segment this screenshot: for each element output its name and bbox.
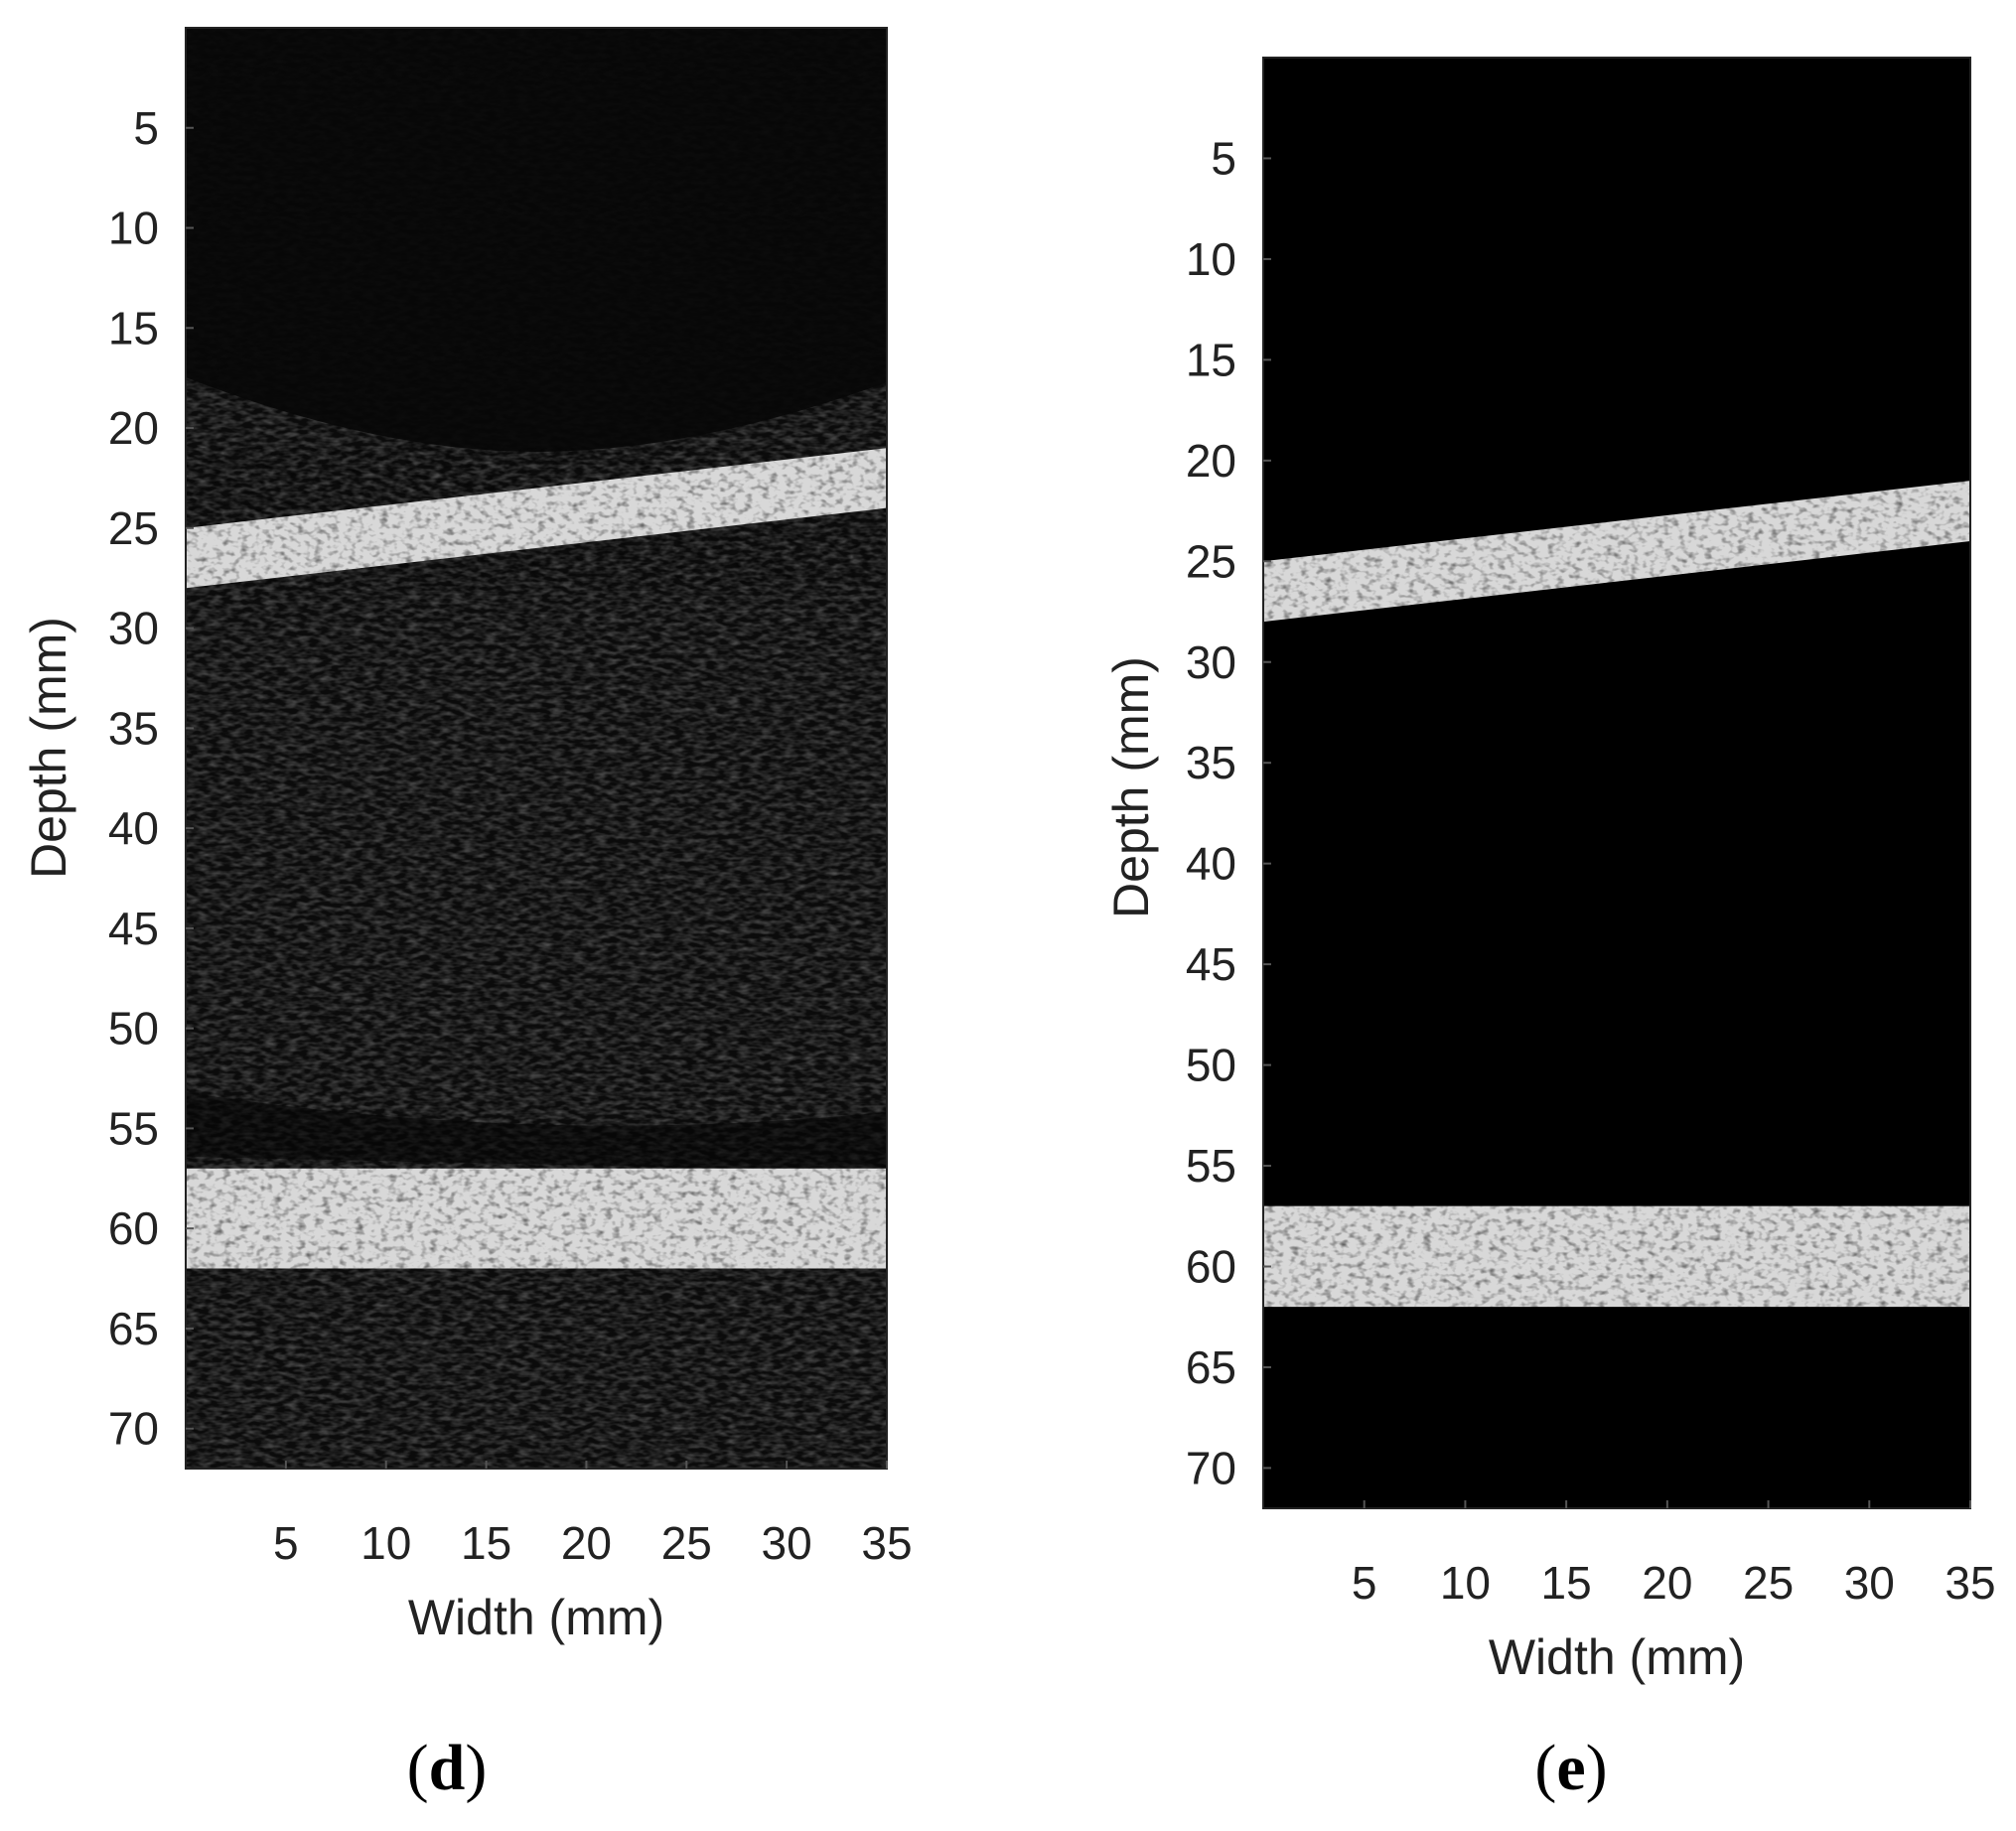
y-tick-label: 15: [108, 302, 159, 353]
dark-gap: [186, 1092, 887, 1172]
y-tick-label: 30: [1186, 636, 1236, 688]
y-tick-label: 60: [1186, 1241, 1236, 1293]
y-tick-label: 40: [108, 802, 159, 854]
x-tick-label: 20: [561, 1517, 612, 1569]
image-frame: [185, 27, 888, 1470]
x-tick-label: 20: [1642, 1557, 1692, 1609]
y-tick-label: 65: [108, 1303, 159, 1354]
y-tick-label: 20: [1186, 435, 1236, 487]
x-axis-ticks-e: 5 10 15 20 25 30 35: [1352, 1500, 1996, 1609]
x-tick-label: 25: [661, 1517, 712, 1569]
x-tick-label: 10: [1440, 1557, 1491, 1609]
x-tick-label: 25: [1743, 1557, 1794, 1609]
y-tick-label: 25: [108, 502, 159, 554]
ultrasound-image-e: [1262, 57, 1971, 1509]
y-tick-label: 45: [1186, 938, 1236, 990]
x-tick-label: 35: [1944, 1557, 1995, 1609]
image-frame: [1262, 57, 1971, 1509]
y-tick-label: 10: [1186, 233, 1236, 285]
x-tick-label: 35: [861, 1517, 912, 1569]
band-texture: [186, 448, 887, 589]
y-tick-label: 5: [133, 102, 159, 154]
x-axis-ticks-d: 5 10 15 20 25 30 35: [273, 1461, 913, 1569]
x-tick-label: 15: [1541, 1557, 1592, 1609]
y-tick-label: 35: [108, 702, 159, 754]
y-tick-label: 65: [1186, 1341, 1236, 1393]
panel-e: 5 10 15 20 25 30 35 40 45 50 55 60 65 70 5 10 15 20 25 30 3…: [1103, 57, 1996, 1804]
y-tick-label: 50: [108, 1003, 159, 1055]
panel-d: 5 10 15 20 25 30 35 40 45 50 55 60 65 70 5 10 15 20 25 30 3…: [21, 27, 913, 1804]
panel-label-e: (e): [1534, 1732, 1607, 1804]
near-field-dark-region: [186, 28, 887, 452]
y-tick-label: 5: [1211, 132, 1236, 184]
y-tick-label: 55: [108, 1102, 159, 1154]
panel-label-d: (d): [407, 1732, 488, 1804]
band-texture: [1263, 481, 1970, 623]
band-texture: [186, 1168, 887, 1269]
y-axis-ticks-e: 5 10 15 20 25 30 35 40 45 50 55 60 65 70: [1186, 132, 1271, 1493]
bands-e: [1263, 481, 1970, 1308]
y-tick-label: 10: [108, 203, 159, 254]
band-texture: [1263, 1205, 1970, 1308]
y-tick-label: 55: [1186, 1140, 1236, 1192]
x-tick-label: 10: [360, 1517, 411, 1569]
x-tick-label: 30: [1844, 1557, 1895, 1609]
y-tick-label: 50: [1186, 1040, 1236, 1091]
ultrasound-image-d: [185, 27, 888, 1470]
y-tick-label: 45: [108, 903, 159, 954]
y-tick-label: 30: [108, 603, 159, 654]
bands-d: [186, 448, 887, 1269]
y-tick-label: 15: [1186, 334, 1236, 385]
y-tick-label: 25: [1186, 535, 1236, 587]
y-tick-label: 40: [1186, 838, 1236, 890]
y-axis-ticks-d: 5 10 15 20 25 30 35 40 45 50 55 60 65 70: [108, 102, 194, 1455]
x-tick-label: 30: [762, 1517, 812, 1569]
y-axis-label-d: Depth (mm): [21, 617, 76, 879]
x-tick-label: 5: [1352, 1557, 1377, 1609]
y-tick-label: 35: [1186, 737, 1236, 788]
x-axis-label-e: Width (mm): [1489, 1629, 1745, 1685]
y-axis-label-e: Depth (mm): [1103, 656, 1159, 918]
y-tick-label: 70: [1186, 1442, 1236, 1493]
y-tick-label: 70: [108, 1403, 159, 1455]
x-tick-label: 5: [273, 1517, 299, 1569]
x-tick-label: 15: [461, 1517, 511, 1569]
y-tick-label: 20: [108, 402, 159, 454]
x-axis-label-d: Width (mm): [408, 1590, 664, 1645]
y-tick-label: 60: [108, 1202, 159, 1254]
